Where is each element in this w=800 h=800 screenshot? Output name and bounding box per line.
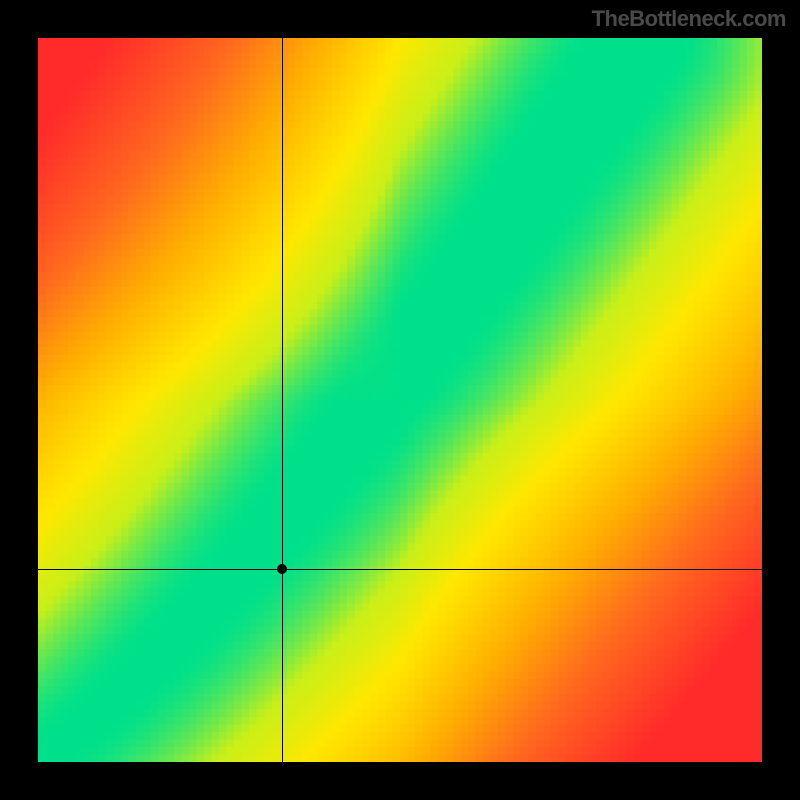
crosshair-horizontal (38, 569, 762, 570)
watermark-text: TheBottleneck.com (592, 6, 786, 32)
crosshair-marker-dot (277, 564, 287, 574)
bottleneck-heatmap (38, 38, 762, 762)
crosshair-vertical (282, 38, 283, 762)
heatmap-canvas (38, 38, 762, 762)
